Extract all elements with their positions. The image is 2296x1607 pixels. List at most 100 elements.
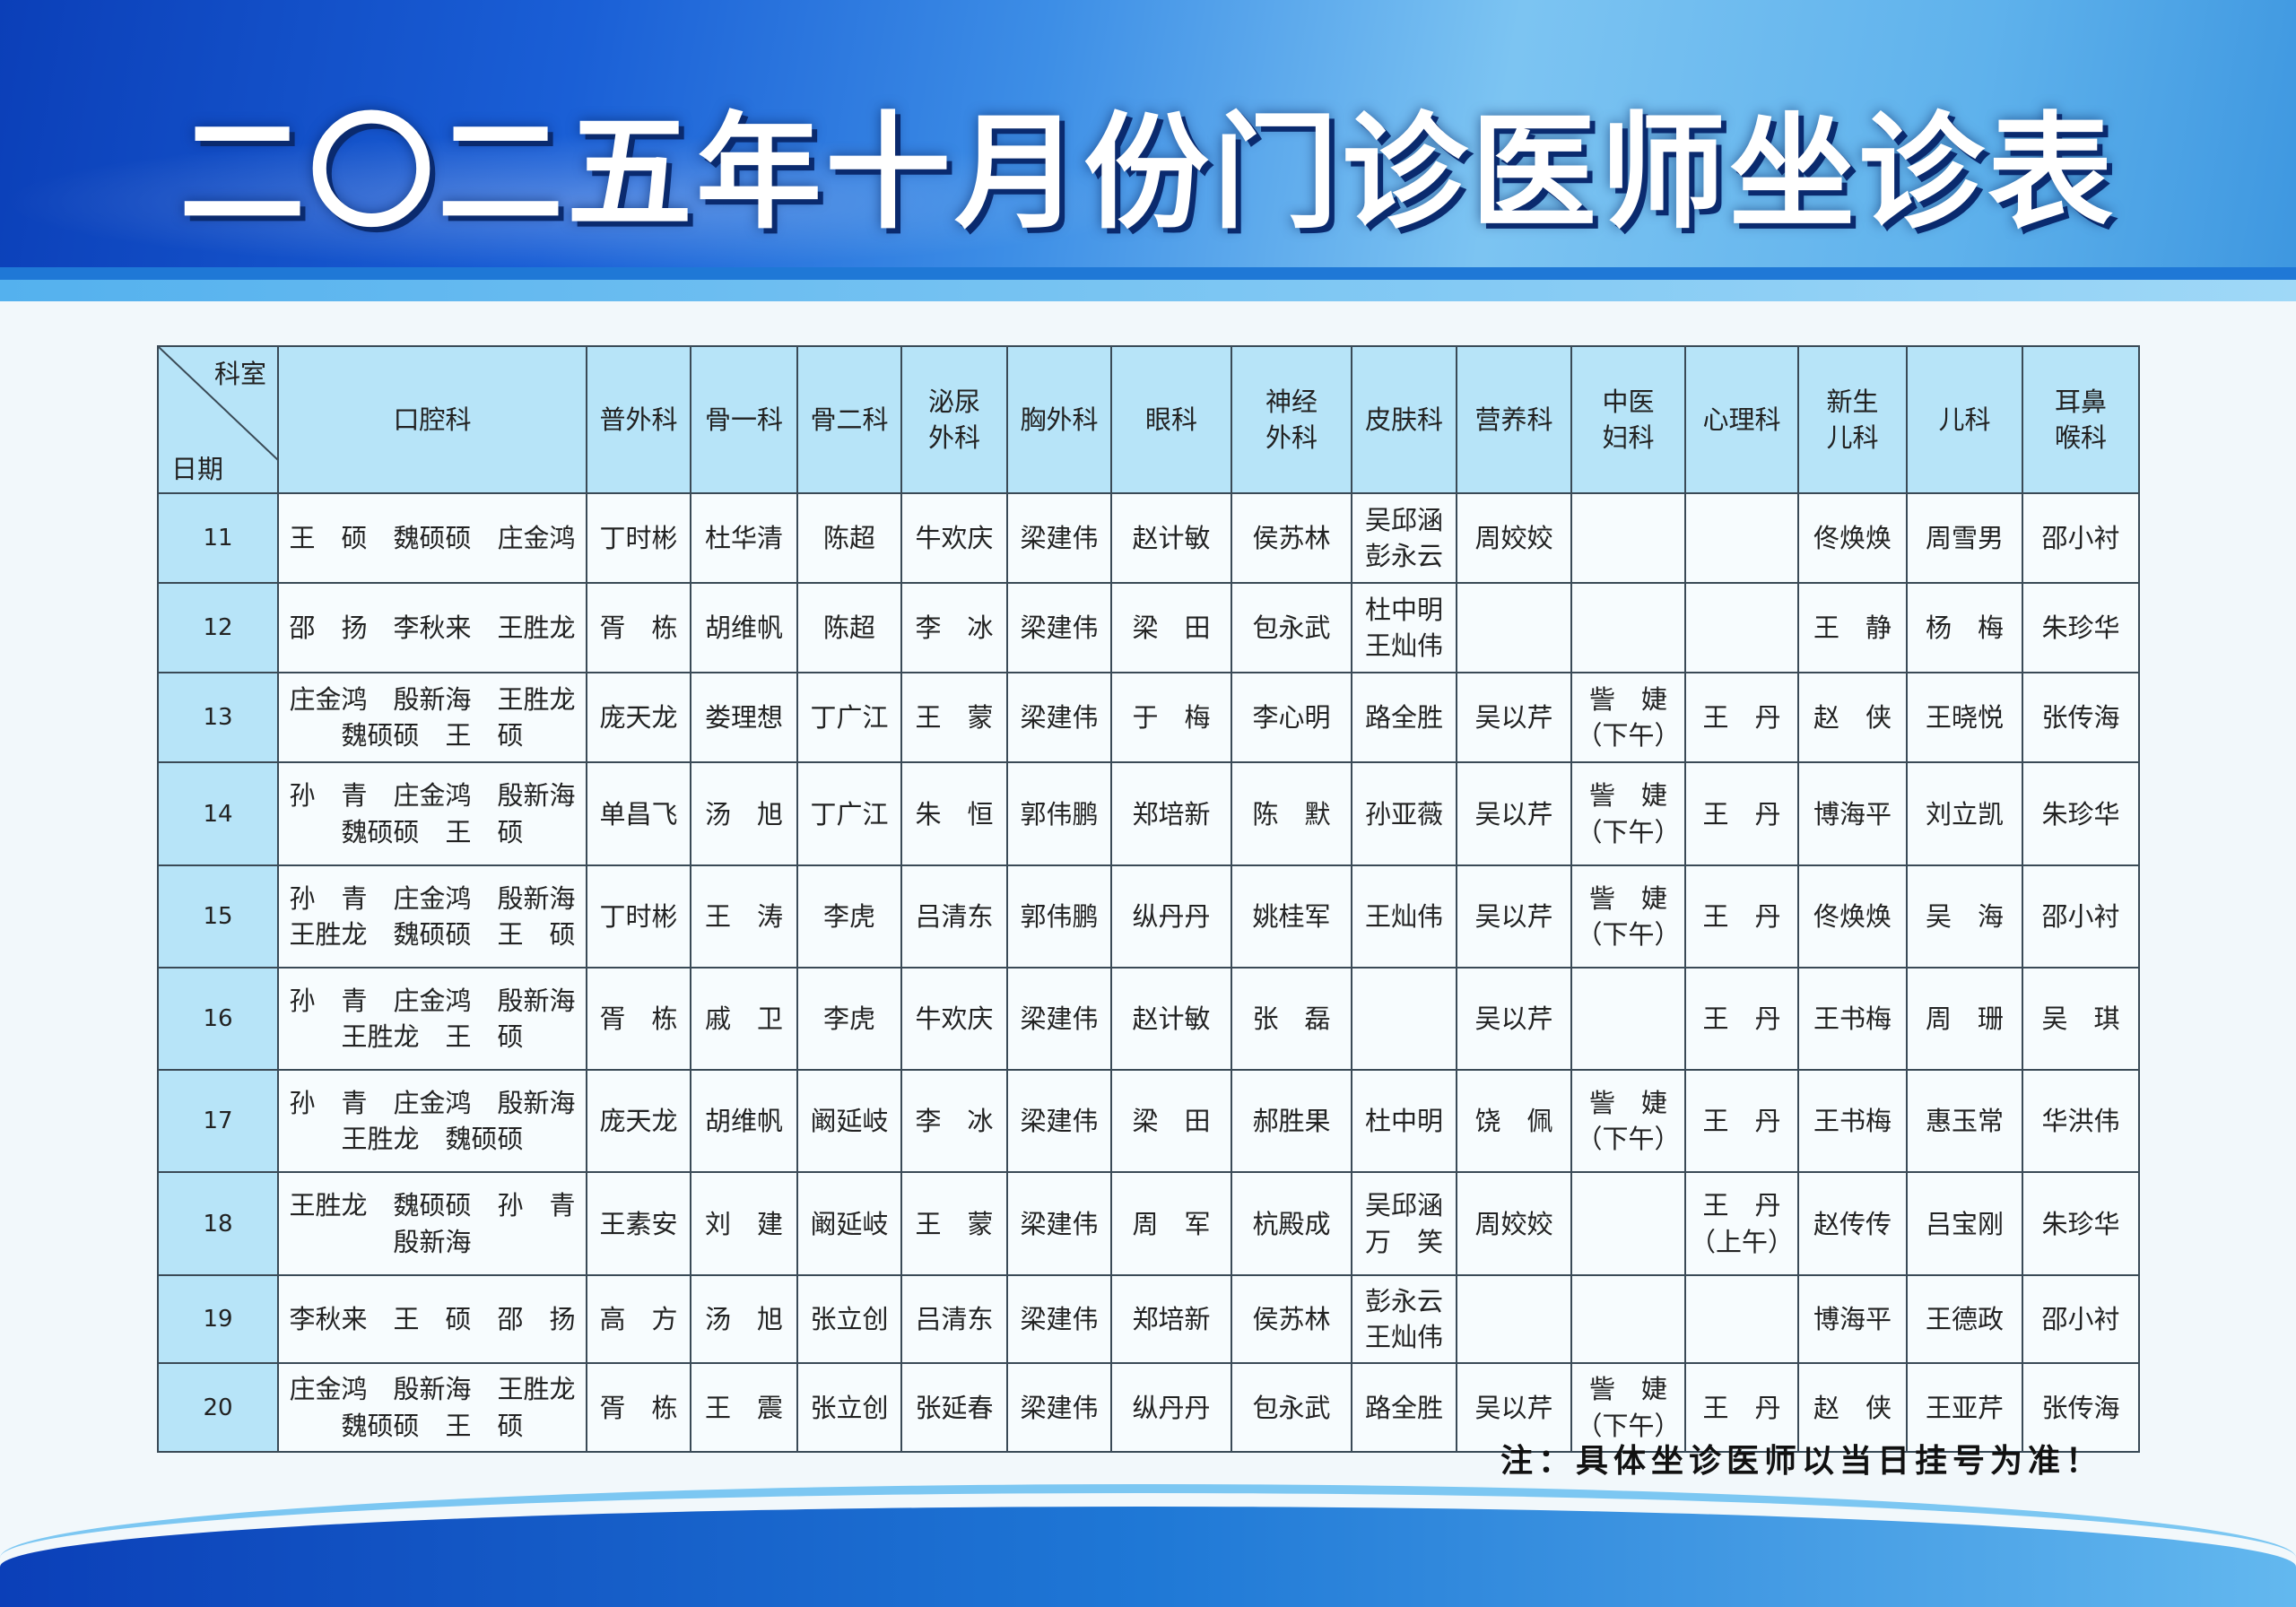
date-cell: 19 [157, 1274, 279, 1365]
doctor-cell: 郑培新 [1110, 761, 1232, 867]
doctor-cell: 庄金鸿 殷新海 王胜龙 魏硕硕 王 硕 [277, 672, 587, 764]
doctor-cell: 梁建伟 [1006, 1171, 1112, 1277]
doctor-cell: 梁建伟 [1006, 1362, 1112, 1454]
doctor-cell: 路全胜 [1351, 672, 1457, 764]
doctor-cell: 胥 栋 [586, 1362, 691, 1454]
doctor-cell: 纵丹丹 [1110, 1362, 1232, 1454]
department-header: 新生 儿科 [1797, 344, 1908, 495]
date-cell: 20 [157, 1362, 279, 1454]
doctor-cell: 张立创 [796, 1274, 902, 1365]
date-cell: 16 [157, 967, 279, 1072]
doctor-cell: 牛欢庆 [900, 492, 1008, 585]
doctor-cell: 庞天龙 [586, 1069, 691, 1174]
doctor-cell: 李秋来 王 硕 邵 扬 [277, 1274, 587, 1365]
department-header: 眼科 [1110, 344, 1232, 495]
date-axis-label: 日期 [171, 453, 224, 484]
doctor-cell: 博海平 [1797, 761, 1908, 867]
doctor-cell [1570, 1274, 1686, 1365]
table-row: 14 孙 青 庄金鸿 殷新海 魏硕硕 王 硕单昌飞汤 旭丁广江朱 恒郭伟鹏 郑培新陈… [157, 761, 2140, 867]
department-header: 心理科 [1684, 344, 1799, 495]
doctor-cell: 赵 侠 [1797, 1362, 1908, 1454]
doctor-cell: 惠玉常 [1906, 1069, 2023, 1174]
doctor-cell: 梁建伟 [1006, 582, 1112, 674]
date-cell: 18 [157, 1171, 279, 1277]
doctor-cell: 郭伟鹏 [1006, 864, 1112, 969]
doctor-cell: 赵传传 [1797, 1171, 1908, 1277]
doctor-cell: 李心明 [1231, 672, 1352, 764]
doctor-cell: 赵计敏 [1110, 492, 1232, 585]
doctor-cell: 吴 琪 [2022, 967, 2140, 1072]
doctor-cell: 吴邱涵 彭永云 [1351, 492, 1457, 585]
doctor-cell: 庞天龙 [586, 672, 691, 764]
doctor-cell: 朱珍华 [2022, 1171, 2140, 1277]
department-header: 营养科 [1456, 344, 1572, 495]
doctor-cell: 姚桂军 [1231, 864, 1352, 969]
doctor-cell: 吴以芹 [1456, 672, 1572, 764]
doctor-cell [1570, 492, 1686, 585]
doctor-cell: 佟焕焕 [1797, 492, 1908, 585]
doctor-cell: 王 丹 [1684, 1362, 1799, 1454]
diagonal-divider [159, 347, 279, 461]
doctor-cell: 邵小衬 [2022, 1274, 2140, 1365]
doctor-cell: 王 丹 （上午） [1684, 1171, 1799, 1277]
doctor-cell: 吕清东 [900, 864, 1008, 969]
doctor-cell: 丁广江 [796, 761, 902, 867]
doctor-cell: 赵 侠 [1797, 672, 1908, 764]
corner-header: 科室 日期 [157, 344, 279, 495]
doctor-cell: 杨 梅 [1906, 582, 2023, 674]
doctor-cell [1570, 967, 1686, 1072]
doctor-cell [1684, 582, 1799, 674]
doctor-cell: 李 冰 [900, 582, 1008, 674]
date-cell: 11 [157, 492, 279, 585]
doctor-cell: 梁建伟 [1006, 1274, 1112, 1365]
doctor-cell: 吴以芹 [1456, 761, 1572, 867]
doctor-cell: 饶 佩 [1456, 1069, 1572, 1174]
doctor-cell: 訾 婕 （下午） [1570, 672, 1686, 764]
doctor-cell: 王亚芹 [1906, 1362, 2023, 1454]
doctor-cell: 丁时彬 [586, 864, 691, 969]
doctor-cell: 阚延岐 [796, 1171, 902, 1277]
doctor-cell: 胡维帆 [690, 1069, 798, 1174]
doctor-cell: 王 丹 [1684, 761, 1799, 867]
table-row: 16 孙 青 庄金鸿 殷新海 王胜龙 王 硕胥 栋戚 卫李虎 牛欢庆 梁建伟 赵计敏张 … [157, 967, 2140, 1072]
table-row: 17 孙 青 庄金鸿 殷新海 王胜龙 魏硕硕 庞天龙 胡维帆 阚延岐李 冰梁建伟梁 田郝… [157, 1069, 2140, 1174]
doctor-cell: 周雪男 [1906, 492, 2023, 585]
doctor-cell: 訾 婕 （下午） [1570, 761, 1686, 867]
doctor-cell [1684, 1274, 1799, 1365]
doctor-cell: 梁建伟 [1006, 672, 1112, 764]
doctor-cell: 王 丹 [1684, 1069, 1799, 1174]
doctor-cell: 王胜龙 魏硕硕 孙 青 殷新海 [277, 1171, 587, 1277]
doctor-cell [1684, 492, 1799, 585]
page-title: 二〇二五年十月份门诊医师坐诊表 [178, 100, 2117, 247]
table-row: 13 庄金鸿 殷新海 王胜龙 魏硕硕 王 硕庞天龙 娄理想 丁广江王 蒙梁建伟于 梅李… [157, 672, 2140, 764]
doctor-cell: 朱珍华 [2022, 582, 2140, 674]
department-header: 胸外科 [1006, 344, 1112, 495]
doctor-cell: 陈超 [796, 582, 902, 674]
doctor-cell: 丁时彬 [586, 492, 691, 585]
doctor-cell: 訾 婕 （下午） [1570, 1069, 1686, 1174]
doctor-cell: 王书梅 [1797, 967, 1908, 1072]
header-stripe-light [0, 280, 2296, 301]
doctor-cell: 邵 扬 李秋来 王胜龙 [277, 582, 587, 674]
doctor-cell: 吴以芹 [1456, 1362, 1572, 1454]
table-row: 20 庄金鸿 殷新海 王胜龙 魏硕硕 王 硕胥 栋王 震张立创 张延春 梁建伟 纵丹丹包… [157, 1362, 2140, 1454]
doctor-cell [1456, 1274, 1572, 1365]
doctor-cell: 李 冰 [900, 1069, 1008, 1174]
doctor-cell: 胥 栋 [586, 582, 691, 674]
date-cell: 17 [157, 1069, 279, 1174]
table-row: 12 邵 扬 李秋来 王胜龙胥 栋胡维帆 陈超李 冰梁建伟梁 田包永武 杜中明 王灿伟… [157, 582, 2140, 674]
doctor-cell: 王 硕 魏硕硕 庄金鸿 [277, 492, 587, 585]
doctor-cell: 吴以芹 [1456, 967, 1572, 1072]
doctor-cell: 阚延岐 [796, 1069, 902, 1174]
doctor-cell: 牛欢庆 [900, 967, 1008, 1072]
bottom-wave [0, 1507, 2296, 1607]
footnote: 注：具体坐诊医师以当日挂号为准！ [1500, 1443, 2103, 1480]
doctor-cell: 訾 婕 （下午） [1570, 1362, 1686, 1454]
doctor-cell: 吴以芹 [1456, 864, 1572, 969]
doctor-cell: 侯苏林 [1231, 492, 1352, 585]
doctor-cell: 包永武 [1231, 582, 1352, 674]
doctor-cell: 梁建伟 [1006, 492, 1112, 585]
doctor-cell: 王 蒙 [900, 672, 1008, 764]
doctor-cell: 包永武 [1231, 1362, 1352, 1454]
doctor-cell: 周姣姣 [1456, 492, 1572, 585]
